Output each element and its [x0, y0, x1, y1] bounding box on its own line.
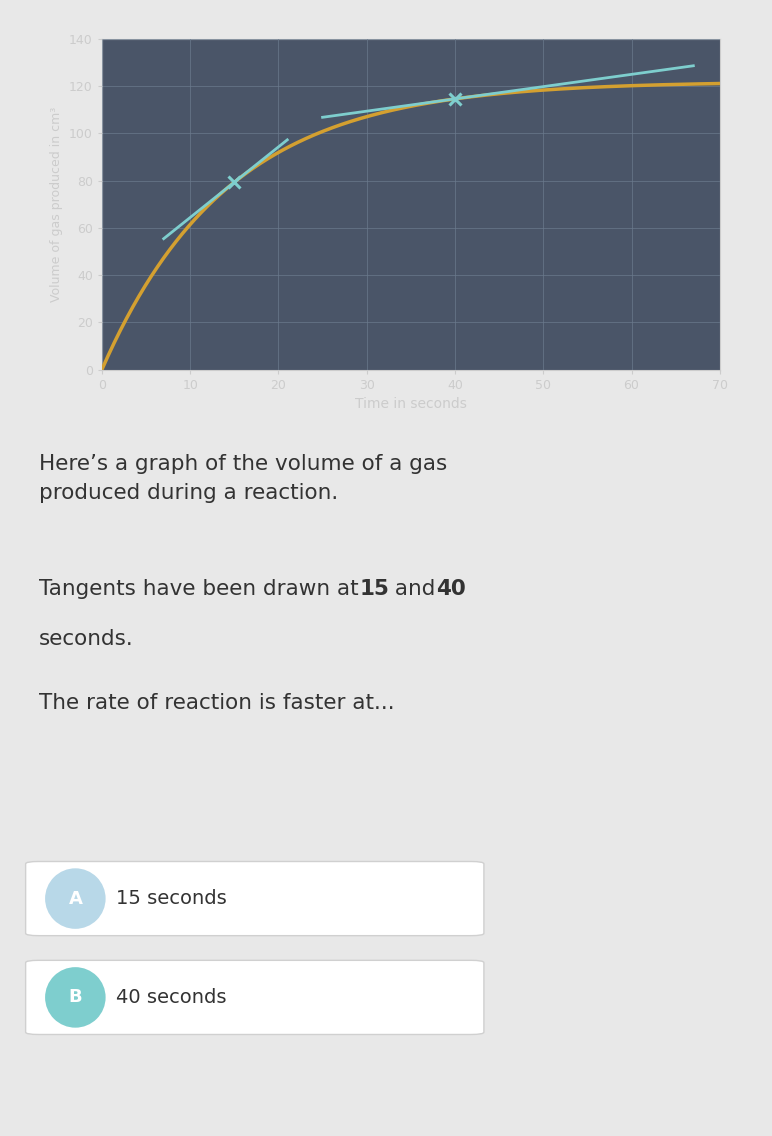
- Text: The rate of reaction is faster at...: The rate of reaction is faster at...: [39, 693, 394, 713]
- Y-axis label: Volume of gas produced in cm³: Volume of gas produced in cm³: [50, 107, 63, 302]
- Text: B: B: [69, 988, 82, 1006]
- Text: 40: 40: [436, 579, 466, 600]
- Text: Here’s a graph of the volume of a gas
produced during a reaction.: Here’s a graph of the volume of a gas pr…: [39, 454, 447, 503]
- FancyBboxPatch shape: [25, 861, 484, 936]
- Ellipse shape: [45, 967, 106, 1028]
- X-axis label: Time in seconds: Time in seconds: [355, 398, 467, 411]
- Text: and: and: [388, 579, 442, 600]
- Text: Tangents have been drawn at: Tangents have been drawn at: [39, 579, 365, 600]
- Text: 40 seconds: 40 seconds: [117, 988, 227, 1006]
- Ellipse shape: [45, 868, 106, 929]
- FancyBboxPatch shape: [25, 960, 484, 1035]
- Text: A: A: [69, 889, 83, 908]
- Text: 15: 15: [360, 579, 390, 600]
- Text: seconds.: seconds.: [39, 629, 134, 650]
- Text: 15 seconds: 15 seconds: [117, 889, 227, 908]
